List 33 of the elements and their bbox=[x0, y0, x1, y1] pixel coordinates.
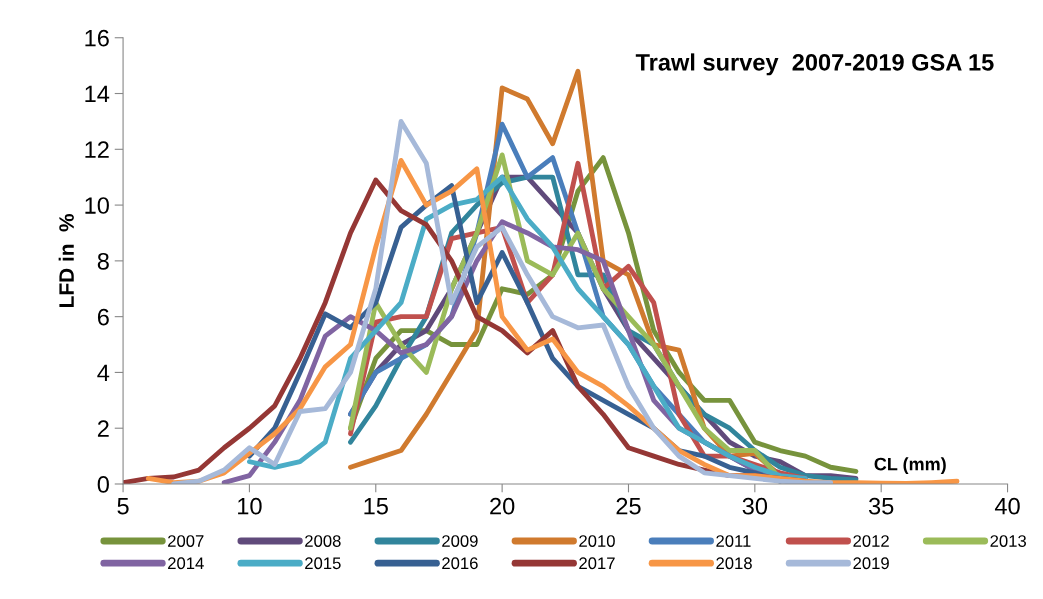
legend-label: 2018 bbox=[716, 557, 752, 570]
x-tick-label: 10 bbox=[238, 497, 262, 515]
legend-label: 2011 bbox=[716, 535, 751, 547]
legend-label: 2014 bbox=[168, 557, 204, 570]
x-tick-label: 35 bbox=[868, 497, 894, 515]
legend-label: 2007 bbox=[168, 535, 204, 547]
x-tick-label: 40 bbox=[994, 497, 1020, 515]
x-tick-label: 30 bbox=[742, 497, 768, 515]
y-tick-label: 14 bbox=[85, 85, 110, 103]
x-tick-label: 5 bbox=[117, 498, 129, 515]
y-tick-label: 0 bbox=[97, 476, 109, 493]
y-axis-title: LFD in % bbox=[58, 213, 74, 307]
legend-label: 2012 bbox=[853, 535, 889, 547]
x-tick-label: 15 bbox=[364, 498, 388, 515]
legend-label: 2009 bbox=[442, 535, 478, 547]
y-tick-label: 6 bbox=[97, 308, 109, 326]
y-tick-label: 2 bbox=[97, 420, 109, 437]
legend-label: 2019 bbox=[853, 557, 889, 570]
legend-label: 2008 bbox=[305, 535, 341, 547]
legend-label: 2017 bbox=[579, 557, 615, 570]
y-tick-label: 10 bbox=[85, 197, 109, 214]
x-axis-title: CL (mm) bbox=[874, 457, 946, 475]
legend-label: 2010 bbox=[579, 535, 615, 547]
y-tick-label: 12 bbox=[85, 141, 109, 158]
legend-label: 2015 bbox=[305, 557, 341, 570]
y-tick-label: 16 bbox=[85, 29, 109, 47]
legend-label: 2013 bbox=[990, 535, 1026, 547]
text: Trawl survey 2007-2019 GSA 15 bbox=[635, 53, 994, 76]
x-tick-label: 20 bbox=[490, 497, 515, 515]
x-tick-label: 25 bbox=[616, 497, 641, 515]
legend-label: 2016 bbox=[442, 557, 478, 570]
y-tick-label: 4 bbox=[97, 364, 110, 381]
y-tick-label: 8 bbox=[97, 252, 109, 270]
